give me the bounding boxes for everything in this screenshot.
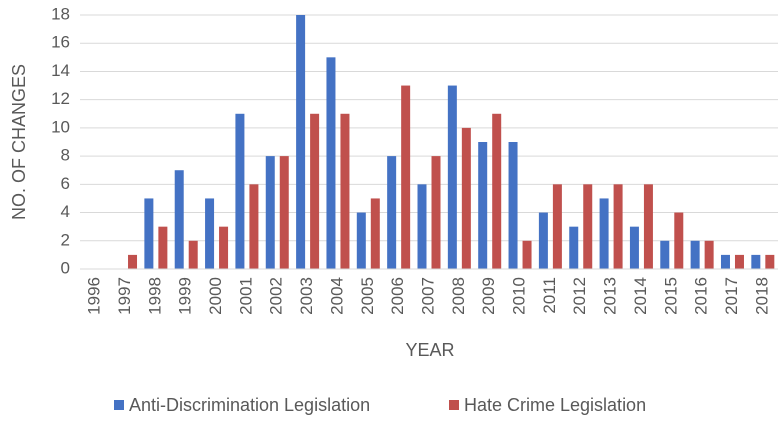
bar-hate-crime-2015 (674, 212, 684, 269)
bar-hate-crime-2012 (583, 184, 593, 269)
bar-hate-crime-1998 (158, 226, 168, 269)
x-tick-label: 2003 (297, 277, 316, 315)
x-tick-label: 2004 (327, 277, 346, 315)
bar-anti-discrimination-2013 (599, 198, 609, 269)
bar-hate-crime-1997 (128, 254, 138, 269)
bar-anti-discrimination-2004 (326, 57, 336, 270)
x-tick-label: 2005 (358, 277, 377, 315)
bar-hate-crime-2016 (704, 240, 714, 269)
y-tick-label: 14 (51, 61, 70, 80)
bar-anti-discrimination-1998 (144, 198, 154, 269)
legend-label: Hate Crime Legislation (464, 395, 646, 415)
x-tick-label: 2008 (449, 277, 468, 315)
x-tick-label: 2017 (722, 277, 741, 315)
x-tick-label: 2007 (418, 277, 437, 315)
x-tick-label: 2012 (570, 277, 589, 315)
bar-anti-discrimination-2007 (417, 184, 427, 269)
x-tick-label: 2014 (631, 277, 650, 315)
bar-hate-crime-2003 (310, 113, 320, 270)
bar-anti-discrimination-2015 (660, 240, 670, 269)
x-tick-label: 1996 (85, 277, 104, 315)
bar-anti-discrimination-2012 (569, 226, 579, 269)
bar-anti-discrimination-2000 (205, 198, 215, 269)
bars (128, 15, 775, 270)
x-tick-label: 2011 (540, 277, 559, 314)
bar-hate-crime-2013 (613, 184, 623, 269)
x-tick-label: 2002 (267, 277, 286, 315)
bar-anti-discrimination-2005 (356, 212, 366, 269)
bar-hate-crime-2006 (401, 85, 411, 269)
y-tick-label: 0 (61, 258, 70, 277)
bar-hate-crime-2009 (492, 113, 502, 270)
bar-anti-discrimination-2017 (720, 254, 730, 269)
x-tick-label: 1998 (145, 277, 164, 315)
x-tick-label: 2016 (692, 277, 711, 315)
bar-anti-discrimination-2011 (538, 212, 548, 269)
bar-hate-crime-2018 (765, 254, 775, 269)
bar-hate-crime-2008 (461, 127, 471, 269)
y-tick-label: 18 (51, 4, 70, 23)
x-axis-title: YEAR (405, 340, 454, 360)
bar-hate-crime-2004 (340, 113, 350, 270)
legend-label: Anti-Discrimination Legislation (129, 395, 370, 415)
bar-hate-crime-2011 (552, 184, 562, 269)
bar-hate-crime-2000 (219, 226, 229, 269)
bar-anti-discrimination-2009 (478, 142, 488, 269)
y-tick-label: 16 (51, 33, 70, 52)
bar-anti-discrimination-2001 (235, 113, 245, 270)
y-tick-label: 4 (61, 202, 70, 221)
y-axis-title: NO. OF CHANGES (9, 64, 29, 220)
x-tick-label: 1999 (176, 277, 195, 315)
bar-anti-discrimination-2008 (447, 85, 457, 269)
bar-hate-crime-2017 (734, 254, 744, 269)
bar-anti-discrimination-2003 (296, 15, 306, 269)
y-tick-label: 2 (61, 230, 70, 249)
x-tick-label: 2001 (236, 277, 255, 315)
bar-hate-crime-2010 (522, 240, 532, 269)
x-tick-label: 2006 (388, 277, 407, 315)
x-tick-label: 1997 (115, 277, 134, 315)
gridlines (80, 14, 778, 242)
x-tick-label: 2013 (601, 277, 620, 315)
y-tick-label: 6 (61, 174, 70, 193)
bar-hate-crime-1999 (188, 240, 198, 269)
legend-swatch (449, 400, 459, 410)
x-tick-label: 2010 (510, 277, 529, 315)
x-axis-ticks: 1996 1997 1998 1999 2000 2001 2002 2003 2004 2005… (85, 277, 772, 315)
y-axis-ticks: 0 2 4 6 8 10 12 14 16 18 (51, 4, 70, 277)
bar-anti-discrimination-2016 (690, 240, 700, 269)
legend: Anti-Discrimination Legislation Hate Crim… (114, 395, 646, 415)
x-tick-label: 2009 (479, 277, 498, 315)
bar-anti-discrimination-2014 (629, 226, 639, 269)
bar-hate-crime-2005 (370, 198, 380, 269)
y-tick-label: 10 (51, 117, 70, 136)
y-tick-label: 12 (51, 89, 70, 108)
bar-anti-discrimination-2002 (265, 156, 275, 269)
y-tick-label: 8 (61, 146, 70, 165)
bar-hate-crime-2001 (249, 184, 259, 269)
bar-anti-discrimination-2006 (387, 156, 397, 269)
x-tick-label: 2000 (206, 277, 225, 315)
bar-anti-discrimination-1999 (174, 170, 184, 269)
bar-hate-crime-2014 (643, 184, 653, 269)
legend-swatch (114, 400, 124, 410)
bar-anti-discrimination-2010 (508, 142, 518, 269)
x-tick-label: 2018 (752, 277, 771, 315)
bar-anti-discrimination-2018 (751, 254, 761, 269)
bar-hate-crime-2007 (431, 156, 441, 269)
bar-hate-crime-2002 (279, 156, 289, 269)
x-tick-label: 2015 (661, 277, 680, 315)
